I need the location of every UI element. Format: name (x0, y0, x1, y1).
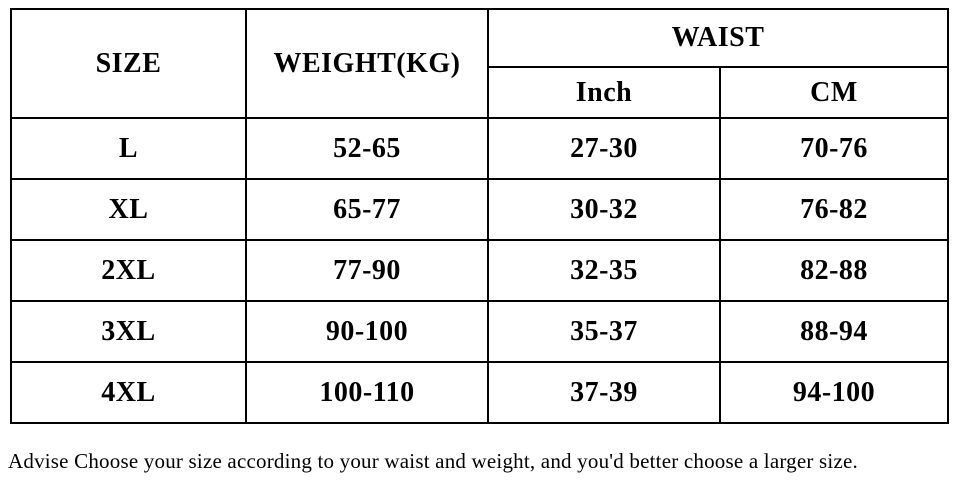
size-cell: 2XL (10, 239, 247, 302)
table-row-2xl: 2XL 77-90 32-35 82-88 (10, 239, 949, 302)
waist-cm-cell: 94-100 (719, 361, 949, 424)
weight-cell: 65-77 (245, 178, 489, 241)
weight-cell: 52-65 (245, 117, 489, 180)
waist-cm-cell: 70-76 (719, 117, 949, 180)
weight-cell: 100-110 (245, 361, 489, 424)
waist-inch-cell: 35-37 (487, 300, 721, 363)
weight-column-header: WEIGHT(KG) (245, 8, 489, 119)
table-row-3xl: 3XL 90-100 35-37 88-94 (10, 300, 949, 363)
waist-cm-cell: 76-82 (719, 178, 949, 241)
size-chart-table: SIZE WEIGHT(KG) WAIST Inch CM L 52-65 27… (10, 8, 949, 424)
header-row-top: SIZE WEIGHT(KG) WAIST (10, 8, 949, 119)
size-column-header: SIZE (10, 8, 247, 119)
size-advisory-note: Advise Choose your size according to you… (8, 449, 858, 473)
size-cell: XL (10, 178, 247, 241)
size-cell: 4XL (10, 361, 247, 424)
table-row-4xl: 4XL 100-110 37-39 94-100 (10, 361, 949, 424)
size-cell: 3XL (10, 300, 247, 363)
cm-column-header: CM (719, 66, 949, 119)
waist-cm-cell: 82-88 (719, 239, 949, 302)
waist-inch-cell: 37-39 (487, 361, 721, 424)
waist-inch-cell: 27-30 (487, 117, 721, 180)
waist-cm-cell: 88-94 (719, 300, 949, 363)
weight-cell: 90-100 (245, 300, 489, 363)
header-row-sub: Inch CM (11, 66, 949, 119)
table-row-xl: XL 65-77 30-32 76-82 (10, 178, 949, 241)
size-cell: L (10, 117, 247, 180)
weight-cell: 77-90 (245, 239, 489, 302)
waist-group-header: WAIST (487, 8, 949, 68)
inch-column-header: Inch (487, 66, 721, 119)
waist-inch-cell: 32-35 (487, 239, 721, 302)
waist-inch-cell: 30-32 (487, 178, 721, 241)
table-row-l: L 52-65 27-30 70-76 (10, 117, 949, 180)
